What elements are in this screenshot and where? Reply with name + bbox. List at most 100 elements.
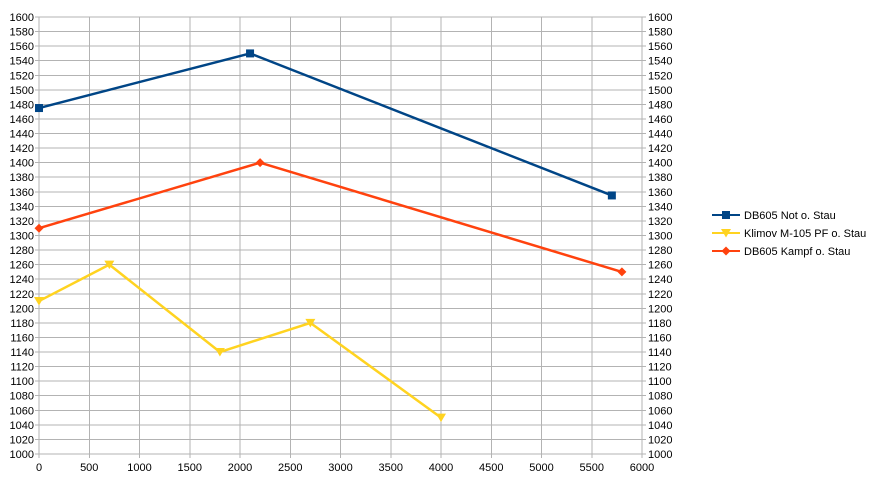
x-tick-label: 4000	[429, 462, 453, 474]
y-tick-label-left: 1200	[10, 303, 34, 315]
data-point	[607, 191, 616, 200]
y-tick-label-left: 1100	[10, 376, 34, 388]
y-tick-label-right: 1260	[648, 260, 672, 272]
y-tick-label-left: 1440	[10, 129, 34, 141]
y-tick-label-left: 1220	[10, 289, 34, 301]
data-point	[214, 348, 225, 357]
data-point	[436, 413, 446, 423]
series-1	[35, 49, 616, 200]
y-tick-label-right: 1140	[648, 347, 672, 359]
y-tick-label-left: 1600	[10, 12, 34, 24]
x-tick-label: 5500	[580, 462, 604, 474]
y-tick-label-right: 1100	[648, 376, 672, 388]
y-tick-label-left: 1180	[10, 318, 34, 330]
y-tick-label-left: 1460	[10, 114, 34, 126]
legend-label: DB605 Not o. Stau	[744, 210, 836, 222]
y-axis-left-tick-labels: 1000 1020 1040 1060 1080 1100 1120 1140 1160 1180…	[10, 12, 34, 461]
y-tick-label-left: 1520	[10, 70, 34, 82]
series-group	[34, 49, 627, 423]
legend: DB605 Not o. Stau Klimov M-105 PF o. Stau…	[712, 210, 866, 258]
y-tick-label-left: 1400	[10, 158, 34, 170]
x-tick-label: 1000	[127, 462, 151, 474]
x-tick-label: 1500	[178, 462, 202, 474]
y-tick-label-left: 1120	[10, 362, 34, 374]
x-tick-label: 500	[80, 462, 98, 474]
y-tick-label-right: 1440	[648, 129, 672, 141]
y-tick-label-right: 1040	[648, 420, 672, 432]
data-point	[35, 104, 43, 113]
y-tick-label-right: 1080	[648, 391, 672, 403]
y-tick-label-right: 1280	[648, 245, 672, 257]
y-tick-label-right: 1180	[648, 318, 672, 330]
y-tick-label-left: 1560	[10, 41, 34, 53]
y-tick-label-right: 1340	[648, 201, 672, 213]
y-tick-label-right: 1580	[648, 27, 672, 39]
y-axis-right-tick-labels: 1000 1020 1040 1060 1080 1100 1120 1140 1160 1180…	[648, 12, 672, 461]
y-tick-label-right: 1560	[648, 41, 672, 53]
y-tick-label-left: 1140	[10, 347, 34, 359]
legend-item: DB605 Not o. Stau	[712, 210, 836, 222]
series-3	[34, 158, 627, 277]
y-tick-label-right: 1020	[648, 434, 672, 446]
y-tick-label-left: 1540	[10, 56, 34, 68]
y-tick-label-left: 1320	[10, 216, 34, 228]
x-tick-label: 4500	[479, 462, 503, 474]
legend-swatch-marker	[721, 246, 731, 256]
y-tick-label-left: 1360	[10, 187, 34, 199]
y-tick-label-left: 1380	[10, 172, 34, 184]
y-tick-label-left: 1060	[10, 405, 34, 417]
y-tick-label-right: 1380	[648, 172, 672, 184]
x-tick-label: 3500	[379, 462, 403, 474]
y-tick-label-right: 1000	[648, 449, 672, 461]
y-tick-label-right: 1600	[648, 12, 672, 24]
y-tick-label-right: 1160	[648, 332, 672, 344]
gridlines	[38, 16, 643, 455]
y-tick-label-right: 1540	[648, 56, 672, 68]
x-tick-label: 6000	[630, 462, 654, 474]
y-tick-label-right: 1220	[648, 289, 672, 301]
axes	[35, 16, 646, 458]
y-tick-label-right: 1240	[648, 274, 672, 286]
y-tick-label-left: 1300	[10, 231, 34, 243]
y-tick-label-left: 1420	[10, 143, 34, 155]
y-tick-label-right: 1500	[648, 85, 672, 97]
y-tick-label-right: 1400	[648, 158, 672, 170]
y-tick-label-left: 1160	[10, 332, 34, 344]
data-point	[34, 223, 44, 233]
data-point	[104, 260, 115, 270]
data-point	[246, 49, 255, 58]
data-point	[34, 297, 44, 306]
x-tick-label: 2000	[228, 462, 252, 474]
y-tick-label-left: 1020	[10, 434, 34, 446]
y-tick-label-left: 1240	[10, 274, 34, 286]
legend-item: DB605 Kampf o. Stau	[712, 246, 850, 258]
data-point	[617, 267, 627, 277]
legend-label: Klimov M-105 PF o. Stau	[744, 228, 866, 240]
y-tick-label-right: 1320	[648, 216, 672, 228]
y-tick-label-right: 1480	[648, 99, 672, 111]
legend-swatch-marker	[722, 211, 730, 219]
y-tick-label-left: 1580	[10, 27, 34, 39]
legend-item: Klimov M-105 PF o. Stau	[712, 228, 866, 240]
legend-swatch-marker	[721, 229, 731, 238]
x-axis-tick-labels: 0 500 1000 1500 2000 2500 3000 3500 4000 4500 5000…	[36, 462, 654, 474]
x-tick-label: 3000	[328, 462, 352, 474]
x-tick-label: 5000	[529, 462, 553, 474]
y-tick-label-right: 1300	[648, 231, 672, 243]
series-2	[34, 260, 446, 423]
data-point	[305, 318, 316, 328]
y-tick-label-right: 1420	[648, 143, 672, 155]
y-tick-label-left: 1340	[10, 201, 34, 213]
y-tick-label-left: 1480	[10, 99, 34, 111]
y-tick-label-left: 1260	[10, 260, 34, 272]
y-tick-label-left: 1080	[10, 391, 34, 403]
legend-label: DB605 Kampf o. Stau	[744, 246, 850, 258]
y-tick-label-left: 1500	[10, 85, 34, 97]
y-tick-label-right: 1520	[648, 70, 672, 82]
x-tick-label: 0	[36, 462, 42, 474]
y-tick-label-right: 1060	[648, 405, 672, 417]
y-tick-label-right: 1120	[648, 362, 672, 374]
y-tick-label-left: 1280	[10, 245, 34, 257]
y-tick-label-right: 1460	[648, 114, 672, 126]
